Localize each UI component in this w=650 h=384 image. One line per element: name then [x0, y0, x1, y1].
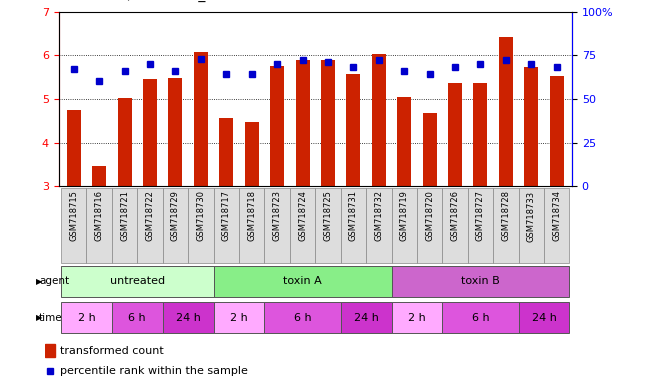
Text: 2 h: 2 h: [230, 313, 248, 323]
Bar: [214, 188, 239, 263]
Bar: [391, 188, 417, 263]
Text: GSM718721: GSM718721: [120, 190, 129, 241]
Bar: [214, 303, 265, 333]
Text: GSM718725: GSM718725: [324, 190, 332, 241]
Text: GSM718728: GSM718728: [501, 190, 510, 242]
Bar: [168, 78, 183, 186]
Text: GSM718717: GSM718717: [222, 190, 231, 242]
Bar: [391, 266, 569, 296]
Bar: [391, 303, 443, 333]
Text: GDS5190 / 1559534_at: GDS5190 / 1559534_at: [58, 0, 220, 2]
Bar: [92, 166, 106, 186]
Text: 2 h: 2 h: [77, 313, 96, 323]
Text: GSM718729: GSM718729: [171, 190, 180, 241]
Bar: [544, 188, 569, 263]
Bar: [61, 188, 86, 263]
Bar: [372, 54, 386, 186]
Bar: [239, 188, 265, 263]
Text: 24 h: 24 h: [354, 313, 378, 323]
Text: GSM718727: GSM718727: [476, 190, 485, 242]
Bar: [214, 266, 391, 296]
Bar: [366, 188, 391, 263]
Bar: [61, 303, 112, 333]
Bar: [143, 79, 157, 186]
Text: GSM718731: GSM718731: [349, 190, 358, 242]
Text: 2 h: 2 h: [408, 313, 426, 323]
Bar: [448, 83, 462, 186]
Text: 6 h: 6 h: [129, 313, 146, 323]
Bar: [341, 303, 391, 333]
Text: 6 h: 6 h: [294, 313, 311, 323]
Text: percentile rank within the sample: percentile rank within the sample: [60, 366, 248, 376]
Text: GSM718718: GSM718718: [247, 190, 256, 242]
Bar: [321, 60, 335, 186]
Text: transformed count: transformed count: [60, 346, 164, 356]
Text: GSM718722: GSM718722: [146, 190, 155, 241]
Text: ▶: ▶: [36, 277, 42, 286]
Bar: [290, 188, 315, 263]
Text: 6 h: 6 h: [472, 313, 489, 323]
Bar: [188, 188, 214, 263]
Bar: [194, 52, 208, 186]
Bar: [519, 188, 544, 263]
Text: agent: agent: [39, 276, 69, 286]
Text: GSM718724: GSM718724: [298, 190, 307, 241]
Bar: [61, 266, 214, 296]
Text: GSM718730: GSM718730: [196, 190, 205, 242]
Text: untreated: untreated: [110, 276, 165, 286]
Bar: [112, 303, 162, 333]
Bar: [468, 188, 493, 263]
Text: GSM718726: GSM718726: [450, 190, 460, 242]
Bar: [137, 188, 162, 263]
Text: 24 h: 24 h: [176, 313, 201, 323]
Bar: [443, 303, 519, 333]
Bar: [219, 118, 233, 186]
Bar: [550, 76, 564, 186]
Text: GSM718720: GSM718720: [425, 190, 434, 241]
Bar: [397, 97, 411, 186]
Text: GSM718723: GSM718723: [272, 190, 281, 242]
Bar: [346, 74, 360, 186]
Text: GSM718733: GSM718733: [527, 190, 536, 242]
Bar: [422, 113, 437, 186]
Bar: [162, 303, 214, 333]
Bar: [265, 188, 290, 263]
Text: ▶: ▶: [36, 313, 42, 322]
Bar: [473, 83, 488, 186]
Bar: [341, 188, 366, 263]
Bar: [118, 98, 131, 186]
Text: GSM718734: GSM718734: [552, 190, 561, 242]
Bar: [417, 188, 443, 263]
Bar: [493, 188, 519, 263]
Text: time: time: [39, 313, 62, 323]
Text: GSM718732: GSM718732: [374, 190, 384, 242]
Bar: [86, 188, 112, 263]
Bar: [67, 110, 81, 186]
Bar: [162, 188, 188, 263]
Text: GSM718716: GSM718716: [95, 190, 103, 242]
Bar: [265, 303, 341, 333]
Text: toxin A: toxin A: [283, 276, 322, 286]
Bar: [46, 344, 55, 357]
Bar: [519, 303, 569, 333]
Bar: [499, 37, 513, 186]
Text: GSM718715: GSM718715: [70, 190, 78, 241]
Text: GSM718719: GSM718719: [400, 190, 409, 241]
Bar: [525, 68, 538, 186]
Bar: [112, 188, 137, 263]
Bar: [296, 60, 309, 186]
Text: toxin B: toxin B: [461, 276, 500, 286]
Text: 24 h: 24 h: [532, 313, 556, 323]
Bar: [244, 122, 259, 186]
Bar: [270, 66, 284, 186]
Bar: [315, 188, 341, 263]
Bar: [443, 188, 468, 263]
